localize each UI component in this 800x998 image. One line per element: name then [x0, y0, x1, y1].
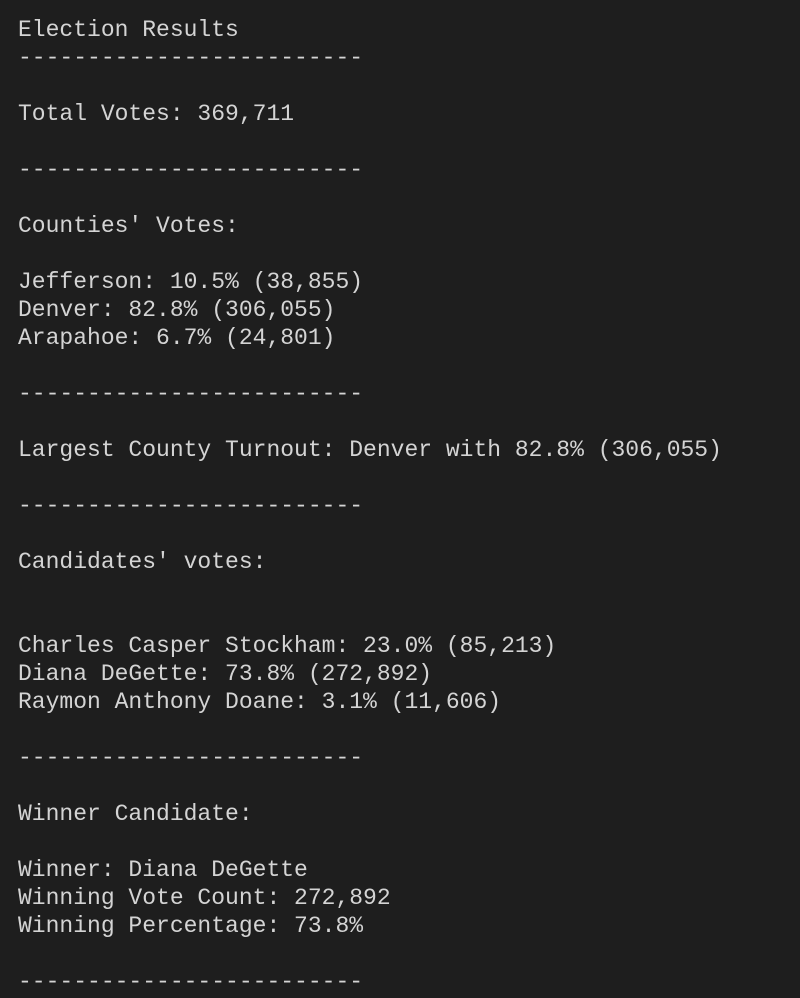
separator: ------------------------- — [18, 493, 364, 519]
candidate-row: Diana DeGette: 73.8% (272,892) — [18, 661, 433, 687]
separator: ------------------------- — [18, 381, 364, 407]
separator: ------------------------- — [18, 157, 364, 183]
winner-heading: Winner Candidate: — [18, 801, 253, 827]
winner-row: Winner: Diana DeGette — [18, 857, 308, 883]
separator: ------------------------- — [18, 45, 364, 71]
total-votes: Total Votes: 369,711 — [18, 101, 295, 127]
candidate-row: Raymon Anthony Doane: 3.1% (11,606) — [18, 689, 502, 715]
separator: ------------------------- — [18, 969, 364, 995]
winner-row: Winning Vote Count: 272,892 — [18, 885, 391, 911]
title: Election Results — [18, 17, 239, 43]
separator: ------------------------- — [18, 745, 364, 771]
winner-row: Winning Percentage: 73.8% — [18, 913, 364, 939]
county-row: Denver: 82.8% (306,055) — [18, 297, 336, 323]
counties-heading: Counties' Votes: — [18, 213, 239, 239]
candidate-row: Charles Casper Stockham: 23.0% (85,213) — [18, 633, 557, 659]
county-row: Jefferson: 10.5% (38,855) — [18, 269, 364, 295]
county-row: Arapahoe: 6.7% (24,801) — [18, 325, 336, 351]
candidates-heading: Candidates' votes: — [18, 549, 267, 575]
largest-county: Largest County Turnout: Denver with 82.8… — [18, 437, 722, 463]
